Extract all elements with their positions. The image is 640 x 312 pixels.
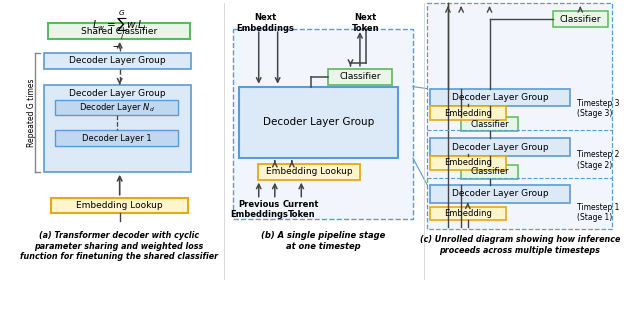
FancyBboxPatch shape [48,23,189,39]
Text: Next
Token: Next Token [352,13,380,33]
Text: Decoder Layer Group: Decoder Layer Group [452,143,548,152]
Text: Repeated G times: Repeated G times [28,78,36,147]
Text: –: – [112,41,118,51]
Text: (b) A single pipeline stage
at one timestep: (b) A single pipeline stage at one times… [261,231,385,251]
Text: Decoder Layer Group: Decoder Layer Group [452,189,548,198]
Text: Decoder Layer $N_d$: Decoder Layer $N_d$ [79,101,155,114]
FancyBboxPatch shape [553,11,608,27]
FancyBboxPatch shape [430,89,570,106]
Text: Timestep 1
(Stage 1): Timestep 1 (Stage 1) [577,203,620,222]
Text: Next
Embeddings: Next Embeddings [236,13,294,33]
Text: Classifier: Classifier [470,120,509,129]
Text: Current
Token: Current Token [283,200,319,219]
Text: Shared Classifier: Shared Classifier [81,27,157,36]
Text: Embedding: Embedding [444,158,492,168]
FancyBboxPatch shape [44,85,191,172]
Text: Classifier: Classifier [470,167,509,176]
FancyBboxPatch shape [427,3,612,229]
Text: Decoder Layer Group: Decoder Layer Group [69,89,166,98]
Text: Embedding: Embedding [444,209,492,218]
Text: Classifier: Classifier [559,15,601,24]
FancyBboxPatch shape [51,197,188,213]
Text: Embedding: Embedding [444,109,492,118]
FancyBboxPatch shape [258,164,360,180]
Text: Classifier: Classifier [339,72,381,81]
Text: (a) Transformer decoder with cyclic
parameter sharing and weighted loss
function: (a) Transformer decoder with cyclic para… [20,231,218,261]
FancyBboxPatch shape [56,100,179,115]
FancyBboxPatch shape [56,130,179,146]
FancyBboxPatch shape [430,185,570,202]
Text: Decoder Layer Group: Decoder Layer Group [452,93,548,102]
FancyBboxPatch shape [430,138,570,156]
FancyBboxPatch shape [328,69,392,85]
FancyBboxPatch shape [44,53,191,69]
Text: Embedding Lookup: Embedding Lookup [266,167,352,176]
FancyBboxPatch shape [239,87,398,158]
Text: Previous
Embeddings: Previous Embeddings [230,200,287,219]
Text: Timestep 3
(Stage 3): Timestep 3 (Stage 3) [577,99,620,118]
FancyBboxPatch shape [233,29,413,219]
FancyBboxPatch shape [461,165,518,179]
Text: Decoder Layer Group: Decoder Layer Group [262,117,374,127]
Text: $L_w = \sum_{i}^{G} w_i L_i$: $L_w = \sum_{i}^{G} w_i L_i$ [92,9,147,42]
FancyBboxPatch shape [430,156,506,170]
FancyBboxPatch shape [461,117,518,131]
Text: (c) Unrolled diagram showing how inference
proceeds across multiple timesteps: (c) Unrolled diagram showing how inferen… [420,235,620,255]
Text: Decoder Layer 1: Decoder Layer 1 [82,134,152,143]
Text: Embedding Lookup: Embedding Lookup [76,201,163,210]
Text: Decoder Layer Group: Decoder Layer Group [69,56,166,65]
FancyBboxPatch shape [430,207,506,220]
FancyBboxPatch shape [430,106,506,120]
Text: Timestep 2
(Stage 2): Timestep 2 (Stage 2) [577,150,620,170]
